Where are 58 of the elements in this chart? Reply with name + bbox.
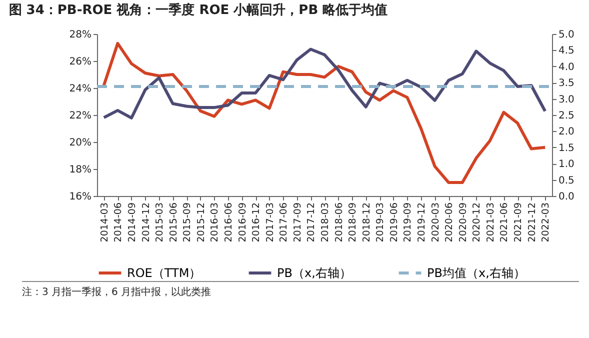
x-tick-label: 2017-06 [278, 202, 290, 242]
x-tick-label: 2019-09 [402, 202, 414, 242]
x-tick-label: 2014-09 [126, 202, 138, 242]
x-tick-label: 2014-06 [113, 202, 124, 242]
x-tick-label: 2016-09 [237, 202, 248, 242]
y-tick-label: 24% [69, 84, 92, 94]
x-tick-label: 2020-09 [458, 202, 469, 242]
x-tick-label: 2018-06 [334, 202, 345, 242]
x-tick-label: 2018-09 [348, 202, 359, 242]
y2-tick-label: 4.0 [558, 62, 574, 73]
y-tick-label: 16% [69, 192, 92, 202]
x-tick-label: 2014-03 [99, 202, 110, 242]
y-tick-label: 28% [69, 30, 92, 40]
x-tick-label: 2015-03 [154, 202, 166, 242]
y-tick-label: 20% [69, 138, 92, 148]
x-tick-label: 2017-12 [306, 202, 318, 242]
y2-tick-label: 4.5 [558, 46, 574, 57]
x-tick-label: 2015-12 [196, 202, 207, 242]
x-tick-label: 2021-06 [499, 202, 510, 242]
y2-tick-label: 0.5 [558, 175, 574, 186]
y-tick-label: 18% [69, 164, 92, 176]
y2-tick-label: 2.0 [558, 126, 574, 138]
x-tick-label: 2015-09 [182, 202, 194, 242]
y-tick-label: 22% [69, 110, 92, 122]
x-tick-label: 2019-06 [388, 202, 400, 242]
x-tick-label: 2016-03 [210, 202, 221, 242]
x-tick-label: 2017-09 [292, 202, 304, 242]
y2-tick-label: 0.0 [558, 192, 574, 202]
legend-label: PB均值（x,右轴） [427, 266, 526, 280]
x-tick-label: 2014-12 [140, 202, 152, 242]
y-tick-label: 26% [69, 56, 92, 68]
x-tick-label: 2018-12 [361, 202, 372, 242]
legend-label: ROE（TTM） [127, 266, 202, 280]
x-tick-label: 2020-06 [444, 202, 456, 242]
line-series [102, 42, 547, 184]
y2-tick-label: 2.5 [558, 110, 574, 122]
y2-tick-label: 1.5 [558, 142, 574, 154]
x-tick-label: 2021-03 [485, 202, 496, 242]
y2-tick-label: 1.0 [558, 159, 574, 170]
chart-title: 图 34：PB-ROE 视角：一季度 ROE 小幅回升，PB 略低于均值 [8, 2, 388, 18]
x-tick-label: 2021-12 [526, 202, 538, 242]
y2-tick-label: 5.0 [558, 30, 574, 40]
x-tick-label: 2019-12 [416, 202, 428, 242]
legend-label: PB（x,右轴） [277, 266, 352, 280]
x-tick-label: 2015-06 [168, 202, 180, 242]
x-tick-label: 2021-09 [513, 202, 524, 242]
y2-tick-label: 3.5 [558, 78, 574, 90]
x-tick-label: 2018-03 [320, 202, 331, 242]
text: 注：3 月指一季报，6 月指中报，以此类推 [22, 281, 579, 299]
x-tick-label: 2022-03 [540, 202, 552, 242]
line-series [102, 48, 547, 120]
x-tick-label: 2020-12 [472, 202, 483, 242]
y2-tick-label: 3.0 [558, 94, 574, 106]
x-tick-label: 2019-03 [375, 202, 386, 242]
x-tick-label: 2016-06 [223, 202, 234, 242]
x-tick-label: 2020-03 [430, 202, 442, 242]
x-tick-label: 2017-03 [264, 202, 276, 242]
x-tick-label: 2016-12 [251, 202, 262, 242]
